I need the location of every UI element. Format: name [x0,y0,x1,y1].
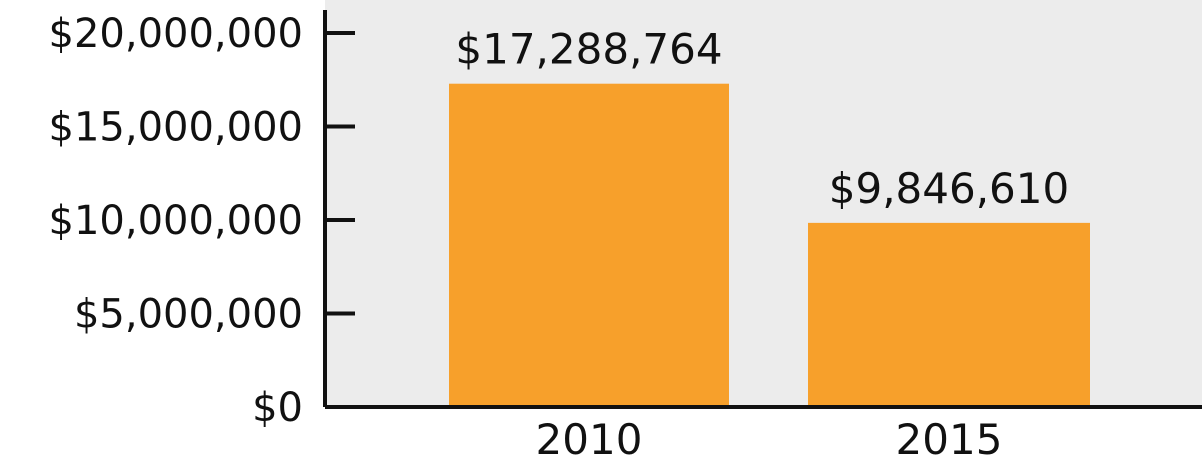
bar-2010 [449,83,729,408]
x-tick-label-2010: 2010 [536,415,643,461]
y-tick-label: $10,000,000 [49,198,303,244]
data-label-2010: $17,288,764 [455,25,722,74]
x-axis: 2010 2015 [325,405,1202,461]
y-tick-label: $20,000,000 [49,11,303,57]
data-label-2015: $9,846,610 [829,164,1069,213]
data-labels-group: $17,288,764 $9,846,610 [455,25,1069,213]
y-tick-label: $0 [252,385,303,431]
y-axis: $0 $5,000,000 $10,000,000 $15,000,000 $20,00… [49,10,355,431]
y-tick-label: $5,000,000 [74,292,303,338]
bar-2015 [808,222,1090,407]
bars-group [449,83,1090,408]
x-tick-label-2015: 2015 [896,415,1003,461]
y-tick-label: $15,000,000 [49,105,303,151]
